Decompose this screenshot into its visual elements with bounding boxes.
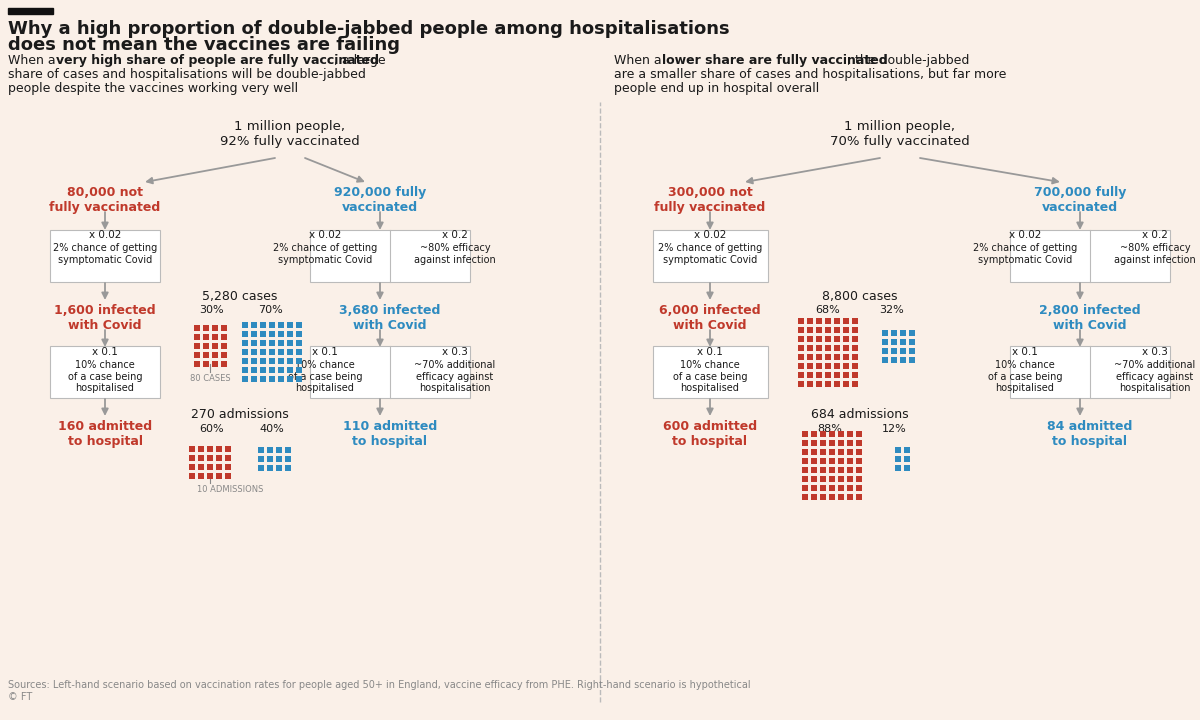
Text: 40%: 40% <box>259 424 284 434</box>
Text: 3,680 infected
with Covid: 3,680 infected with Covid <box>340 304 440 332</box>
Text: x 0.1: x 0.1 <box>92 347 118 357</box>
Text: ~70% additional
efficacy against
hospitalisation: ~70% additional efficacy against hospita… <box>1115 360 1195 393</box>
Text: 920,000 fully
vaccinated: 920,000 fully vaccinated <box>334 186 426 214</box>
Text: 8,800 cases: 8,800 cases <box>822 290 898 303</box>
Text: 110 admitted
to hospital: 110 admitted to hospital <box>343 420 437 448</box>
FancyBboxPatch shape <box>310 346 470 398</box>
Text: 300,000 not
fully vaccinated: 300,000 not fully vaccinated <box>654 186 766 214</box>
Text: ~80% efficacy
against infection: ~80% efficacy against infection <box>1114 243 1196 265</box>
Text: Sources: Left-hand scenario based on vaccination rates for people aged 50+ in En: Sources: Left-hand scenario based on vac… <box>8 680 751 702</box>
Text: 600 admitted
to hospital: 600 admitted to hospital <box>662 420 757 448</box>
Text: 2% chance of getting
symptomatic Covid: 2% chance of getting symptomatic Covid <box>658 243 762 265</box>
Text: , a large: , a large <box>334 54 385 67</box>
Text: 1 million people,
92% fully vaccinated: 1 million people, 92% fully vaccinated <box>220 120 360 148</box>
Text: 10% chance
of a case being
hospitalised: 10% chance of a case being hospitalised <box>67 360 143 393</box>
Text: 2% chance of getting
symptomatic Covid: 2% chance of getting symptomatic Covid <box>272 243 377 265</box>
Text: 70%: 70% <box>258 305 282 315</box>
FancyBboxPatch shape <box>653 346 768 398</box>
Text: x 0.02: x 0.02 <box>1009 230 1042 240</box>
Text: 6,000 infected
with Covid: 6,000 infected with Covid <box>659 304 761 332</box>
Text: x 0.1: x 0.1 <box>697 347 722 357</box>
FancyBboxPatch shape <box>1010 230 1170 282</box>
Text: 10% chance
of a case being
hospitalised: 10% chance of a case being hospitalised <box>288 360 362 393</box>
Text: x 0.02: x 0.02 <box>694 230 726 240</box>
Text: 80,000 not
fully vaccinated: 80,000 not fully vaccinated <box>49 186 161 214</box>
Text: x 0.1: x 0.1 <box>1012 347 1038 357</box>
FancyBboxPatch shape <box>310 230 470 282</box>
FancyBboxPatch shape <box>1010 346 1170 398</box>
Text: 30%: 30% <box>199 305 224 315</box>
Text: 1,600 infected
with Covid: 1,600 infected with Covid <box>54 304 156 332</box>
FancyBboxPatch shape <box>50 230 160 282</box>
Text: 1 million people,
70% fully vaccinated: 1 million people, 70% fully vaccinated <box>830 120 970 148</box>
Text: 270 admissions: 270 admissions <box>191 408 289 421</box>
Text: x 0.02: x 0.02 <box>89 230 121 240</box>
Text: 2,800 infected
with Covid: 2,800 infected with Covid <box>1039 304 1141 332</box>
Text: 88%: 88% <box>817 424 842 434</box>
Text: 32%: 32% <box>880 305 905 315</box>
Text: lower share are fully vaccinated: lower share are fully vaccinated <box>662 54 888 67</box>
Text: very high share of people are fully vaccinated: very high share of people are fully vacc… <box>56 54 379 67</box>
Text: 2% chance of getting
symptomatic Covid: 2% chance of getting symptomatic Covid <box>973 243 1078 265</box>
Text: When a: When a <box>614 54 666 67</box>
Text: When a: When a <box>8 54 60 67</box>
FancyBboxPatch shape <box>50 346 160 398</box>
Text: ~80% efficacy
against infection: ~80% efficacy against infection <box>414 243 496 265</box>
Text: 84 admitted
to hospital: 84 admitted to hospital <box>1048 420 1133 448</box>
Text: 684 admissions: 684 admissions <box>811 408 908 421</box>
Text: 68%: 68% <box>816 305 840 315</box>
Text: x 0.3: x 0.3 <box>1142 347 1168 357</box>
Bar <box>8 8 53 14</box>
Text: people despite the vaccines working very well: people despite the vaccines working very… <box>8 82 298 95</box>
Text: 2% chance of getting
symptomatic Covid: 2% chance of getting symptomatic Covid <box>53 243 157 265</box>
Text: , the double-jabbed: , the double-jabbed <box>847 54 970 67</box>
Text: are a smaller share of cases and hospitalisations, but far more: are a smaller share of cases and hospita… <box>614 68 1007 81</box>
Text: x 0.2: x 0.2 <box>1142 230 1168 240</box>
Text: 60%: 60% <box>199 424 224 434</box>
Text: share of cases and hospitalisations will be double-jabbed: share of cases and hospitalisations will… <box>8 68 366 81</box>
Text: 160 admitted
to hospital: 160 admitted to hospital <box>58 420 152 448</box>
Text: 10% chance
of a case being
hospitalised: 10% chance of a case being hospitalised <box>673 360 748 393</box>
Text: x 0.3: x 0.3 <box>442 347 468 357</box>
Text: ~70% additional
efficacy against
hospitalisation: ~70% additional efficacy against hospita… <box>414 360 496 393</box>
Text: x 0.1: x 0.1 <box>312 347 338 357</box>
Text: 80 CASES: 80 CASES <box>190 374 230 383</box>
Text: people end up in hospital overall: people end up in hospital overall <box>614 82 820 95</box>
Text: 700,000 fully
vaccinated: 700,000 fully vaccinated <box>1034 186 1126 214</box>
Text: 10 ADMISSIONS: 10 ADMISSIONS <box>197 485 263 494</box>
Text: 5,280 cases: 5,280 cases <box>203 290 277 303</box>
Text: does not mean the vaccines are failing: does not mean the vaccines are failing <box>8 36 400 54</box>
FancyBboxPatch shape <box>653 230 768 282</box>
Text: 12%: 12% <box>882 424 906 434</box>
Text: Why a high proportion of double-jabbed people among hospitalisations: Why a high proportion of double-jabbed p… <box>8 20 730 38</box>
Text: 10% chance
of a case being
hospitalised: 10% chance of a case being hospitalised <box>988 360 1062 393</box>
Text: x 0.02: x 0.02 <box>308 230 341 240</box>
Text: x 0.2: x 0.2 <box>442 230 468 240</box>
